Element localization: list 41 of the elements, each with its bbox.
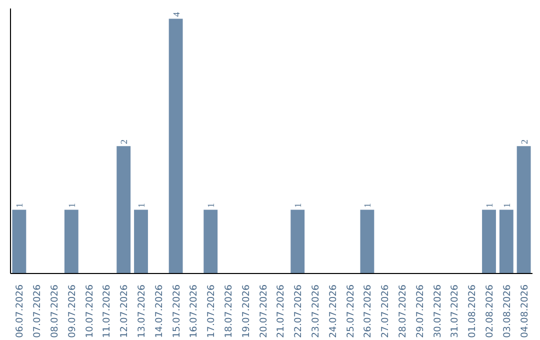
data-label: 1 [294, 202, 304, 208]
x-tick-label: 29.07.2026 [414, 284, 426, 338]
x-tick-label: 30.07.2026 [432, 284, 444, 338]
x-tick-label: 25.07.2026 [345, 284, 356, 338]
x-tick-label: 20.07.2026 [258, 284, 270, 338]
x-tick-label: 01.08.2026 [467, 284, 478, 338]
data-label: 2 [120, 139, 130, 144]
x-tick-label: 03.08.2026 [502, 284, 513, 338]
x-tick-label: 22.07.2026 [293, 284, 304, 338]
x-tick-label: 19.07.2026 [240, 284, 252, 338]
x-tick-label: 26.07.2026 [362, 284, 374, 338]
x-tick-label: 12.07.2026 [119, 284, 130, 338]
x-tick-label: 27.07.2026 [380, 284, 392, 338]
x-tick-label: 16.07.2026 [188, 284, 200, 338]
data-label: 2 [520, 139, 530, 144]
x-tick-label: 28.07.2026 [398, 284, 408, 338]
x-tick-label: 10.07.2026 [84, 284, 96, 338]
x-tick-label: 02.08.2026 [484, 284, 496, 338]
x-tick-label: 04.08.2026 [519, 284, 530, 338]
x-tick-label: 14.07.2026 [154, 284, 165, 338]
x-tick-label: 24.07.2026 [328, 284, 339, 338]
x-tick-label: 13.07.2026 [136, 284, 148, 338]
data-label: 1 [138, 202, 148, 208]
data-label: 1 [364, 202, 374, 208]
data-label: 1 [68, 202, 78, 208]
data-label: 1 [16, 202, 26, 208]
x-tick-label: 17.07.2026 [206, 284, 218, 338]
x-tick-label: 31.07.2026 [450, 284, 461, 338]
x-tick-label: 15.07.2026 [171, 284, 182, 338]
x-tick-label: 23.07.2026 [310, 284, 322, 338]
x-tick-label: 06.07.2026 [14, 284, 26, 338]
x-tick-label: 07.07.2026 [32, 284, 44, 338]
data-label: 1 [502, 202, 513, 208]
data-label: 1 [486, 202, 496, 208]
data-label: 1 [207, 202, 218, 208]
x-tick-label: 21.07.2026 [276, 284, 287, 338]
x-tick-label: 18.07.2026 [224, 284, 234, 338]
x-tick-label: 08.07.2026 [50, 284, 60, 338]
data-label: 4 [172, 12, 182, 17]
x-tick-label: 09.07.2026 [66, 284, 78, 338]
x-tick-label: 11.07.2026 [102, 284, 113, 338]
